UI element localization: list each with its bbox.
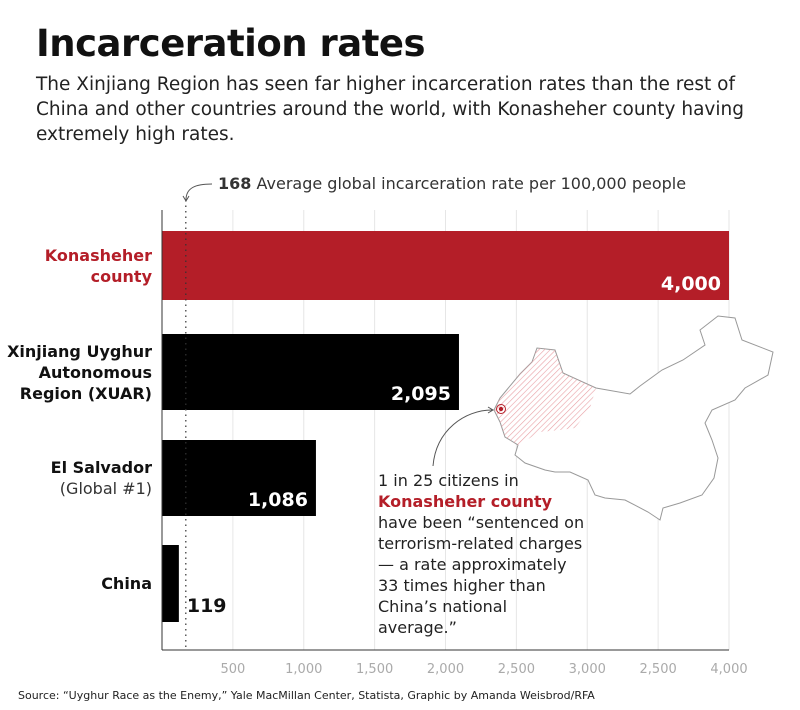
xinjiang-region xyxy=(494,348,596,445)
average-leader xyxy=(185,183,213,201)
china-outline xyxy=(493,315,774,521)
category-label-line: Region (XUAR) xyxy=(19,383,152,403)
x-tick-label: 1,000 xyxy=(285,662,322,677)
chart-title: Incarceration rates xyxy=(36,22,426,65)
x-tick-label: 2,500 xyxy=(640,662,677,677)
arrow-head-icon xyxy=(487,406,494,414)
x-tick-label: 4,000 xyxy=(710,662,747,677)
category-label-line: El Salvador xyxy=(50,458,152,477)
bar-value-label: 119 xyxy=(187,595,227,617)
average-value: 168 xyxy=(218,174,252,193)
x-tick-label: 500 xyxy=(220,662,245,677)
category-label: El Salvador (Global #1) xyxy=(51,457,152,499)
bar xyxy=(162,231,729,300)
note-highlight: Konasheher county xyxy=(378,492,553,511)
x-tick-label: 1,500 xyxy=(356,662,393,677)
category-label-line: county xyxy=(90,266,152,286)
bar xyxy=(162,334,459,410)
note-rest: have been “sentenced on terrorism-relate… xyxy=(378,513,585,637)
category-label: China xyxy=(101,573,152,594)
category-label-line: Autonomous xyxy=(38,362,152,382)
china-map xyxy=(493,315,774,521)
x-tick-label: 2,000 xyxy=(427,662,464,677)
source-text: Source: “Uyghur Race as the Enemy,” Yale… xyxy=(18,689,595,702)
bar-value-label: 2,095 xyxy=(391,383,451,405)
konasheher-marker-dot xyxy=(498,406,504,412)
category-label: Konasheher county xyxy=(45,245,152,287)
chart-subtitle: The Xinjiang Region has seen far higher … xyxy=(36,74,744,145)
category-label-line: Konasheher xyxy=(44,245,152,265)
bar xyxy=(162,545,179,622)
map-note: 1 in 25 citizens in Konasheher county ha… xyxy=(378,470,588,638)
average-text: Average global incarceration rate per 10… xyxy=(256,174,687,193)
bar-value-label: 4,000 xyxy=(661,273,721,295)
arrow-down-icon xyxy=(182,195,190,202)
x-tick-label: 2,500 xyxy=(498,662,535,677)
bar xyxy=(162,440,316,516)
leader-arrow xyxy=(432,409,493,467)
average-annotation: 168 Average global incarceration rate pe… xyxy=(218,174,686,193)
x-tick-label: 3,000 xyxy=(569,662,606,677)
category-label: Xinjiang Uyghur Autonomous Region (XUAR) xyxy=(7,341,152,404)
bar-value-label: 1,086 xyxy=(248,489,308,511)
note-line1: 1 in 25 citizens in xyxy=(378,471,519,490)
category-label-line: China xyxy=(101,574,152,593)
konasheher-marker-ring xyxy=(496,404,506,414)
category-sublabel: (Global #1) xyxy=(59,479,152,498)
category-label-line: Xinjiang Uyghur xyxy=(7,341,152,361)
